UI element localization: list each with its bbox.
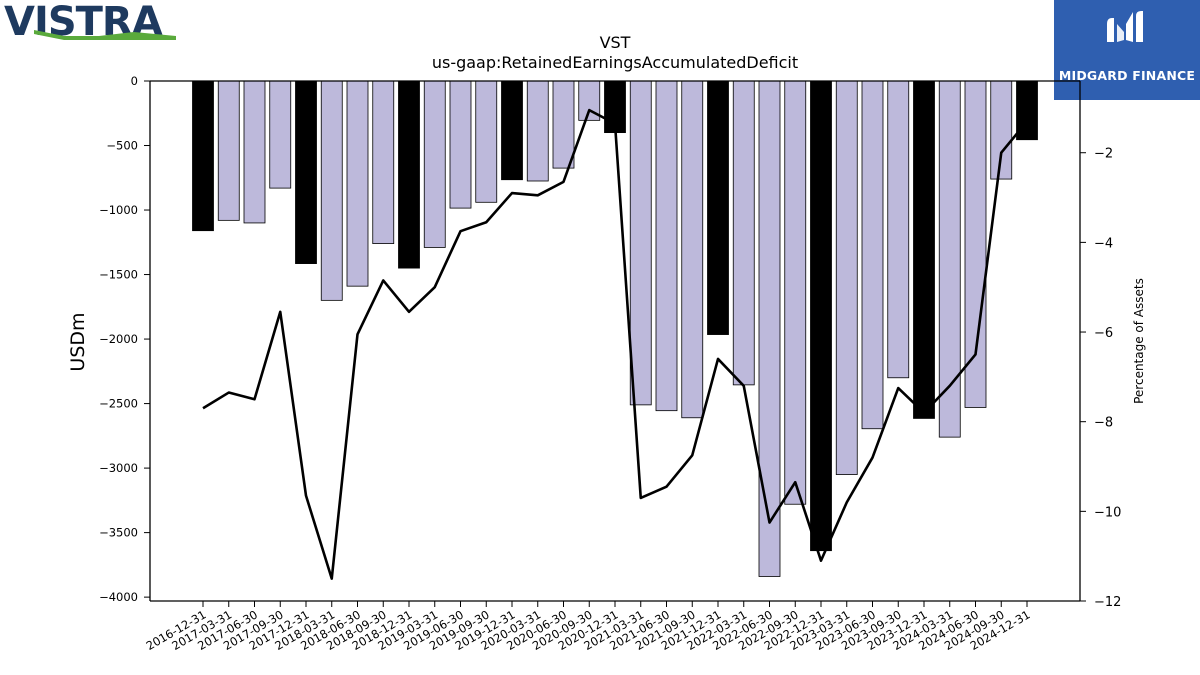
bar-quarterly <box>758 80 781 577</box>
bar-annual <box>398 80 420 269</box>
bar-quarterly <box>320 80 343 301</box>
y-tick-label: −3000 <box>99 461 138 475</box>
bar-quarterly <box>269 80 292 189</box>
chart-subtitle: us-gaap:RetainedEarningsAccumulatedDefic… <box>432 53 798 72</box>
y2-axis-label: Percentage of Assets <box>1132 278 1146 404</box>
y-tick-label: −500 <box>106 139 138 153</box>
y-tick-label: −4000 <box>99 590 138 604</box>
bar-quarterly <box>449 80 472 209</box>
y2-tick-label: −8 <box>1094 416 1113 431</box>
midgard-logo-text: MIDGARD FINANCE <box>1058 68 1196 83</box>
y2-tick-label: −12 <box>1094 595 1121 610</box>
bar-quarterly <box>681 80 704 419</box>
bar-annual <box>295 80 317 264</box>
bar-quarterly <box>964 80 987 408</box>
bar-quarterly <box>475 80 498 203</box>
y-tick-label: −2500 <box>99 397 138 411</box>
midgard-m-icon <box>1107 11 1143 42</box>
chart-title: VST <box>600 33 631 52</box>
bar-quarterly <box>655 80 678 412</box>
bar-quarterly <box>835 80 858 475</box>
y2-tick-label: −2 <box>1094 147 1113 162</box>
midgard-logo: MIDGARD FINANCE <box>1054 0 1200 100</box>
bar-quarterly <box>887 80 910 379</box>
y-tick-label: 0 <box>131 74 138 88</box>
vistra-logo: VISTRA <box>4 0 179 45</box>
vistra-logo-swoosh <box>34 30 176 40</box>
y-tick-label: −2000 <box>99 332 138 346</box>
bar-quarterly <box>423 80 446 248</box>
bar-quarterly <box>372 80 395 244</box>
bar-quarterly <box>861 80 884 430</box>
bar-quarterly <box>784 80 807 505</box>
bar-quarterly <box>243 80 266 224</box>
bar-quarterly <box>526 80 549 182</box>
bar-quarterly <box>990 80 1013 180</box>
bar-quarterly <box>346 80 369 287</box>
y2-tick-label: −4 <box>1094 236 1113 251</box>
bar-quarterly <box>629 80 652 406</box>
bars-layer <box>192 80 1038 577</box>
bar-annual <box>810 80 832 552</box>
bar-annual <box>913 80 935 419</box>
y-tick-label: −3500 <box>99 526 138 540</box>
vistra-logo-mark: VISTRA <box>4 0 176 45</box>
line-layer <box>202 108 1029 580</box>
bar-annual <box>192 80 214 232</box>
bar-quarterly <box>732 80 755 386</box>
y-tick-label: −1500 <box>99 268 138 282</box>
y2-tick-label: −10 <box>1094 505 1121 520</box>
bar-quarterly <box>938 80 961 438</box>
bar-quarterly <box>217 80 240 221</box>
y-axis-label: USDm <box>67 312 89 371</box>
bar-annual <box>707 80 729 335</box>
y2-tick-label: −6 <box>1094 326 1113 341</box>
y-tick-label: −1000 <box>99 203 138 217</box>
bar-annual <box>501 80 523 181</box>
bar-quarterly <box>552 80 575 169</box>
